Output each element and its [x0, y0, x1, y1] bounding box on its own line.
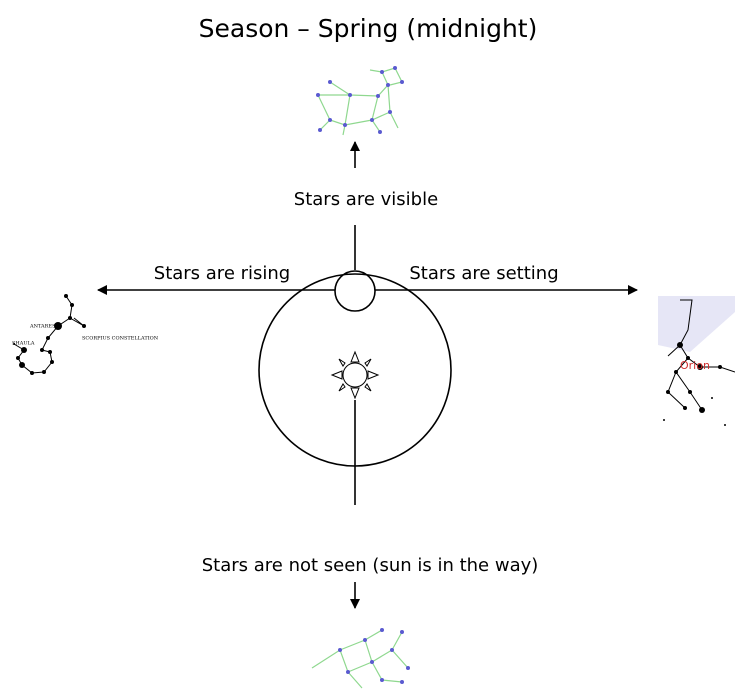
sun-part — [343, 363, 367, 387]
constellation-bottom-part-part — [400, 630, 404, 634]
constellation-bottom-part-part — [380, 628, 384, 632]
sun-part — [332, 352, 378, 398]
constellation-orion-part-part — [663, 419, 665, 421]
constellation-name: Orion — [680, 359, 710, 372]
constellation-scorpius-part-part — [48, 350, 52, 354]
constellation-top-part-part — [393, 66, 397, 70]
constellation-scorpius-part-part — [16, 356, 20, 360]
constellation-scorpius-part-part — [70, 303, 74, 307]
constellation-scorpius-part-part — [21, 347, 27, 353]
constellation-top-part-part — [376, 94, 380, 98]
constellation-scorpius-part-part — [64, 294, 68, 298]
constellation-top-part-part — [316, 93, 320, 97]
label-left: Stars are rising — [154, 263, 290, 284]
constellation-top-part-part — [328, 118, 332, 122]
constellation-orion-part — [658, 296, 735, 352]
constellation-top-part-part — [378, 130, 382, 134]
constellation-bottom-part-part — [400, 680, 404, 684]
constellation-bottom-part-part — [406, 666, 410, 670]
constellation-orion-part-part — [688, 390, 692, 394]
constellation-bottom-part-part — [380, 678, 384, 682]
constellation-scorpius-part-part — [82, 324, 86, 328]
constellation-scorpius-part-part — [40, 348, 44, 352]
constellation-scorpius-part-part — [42, 370, 46, 374]
constellation-orion-part — [663, 342, 726, 426]
diagram: Season – Spring (midnight) Stars are vis… — [0, 0, 735, 692]
sun — [332, 352, 378, 398]
constellation-orion-part-part — [711, 397, 713, 399]
constellation-scorpius-part-part — [19, 362, 25, 368]
constellation-orion-part-part — [718, 365, 722, 369]
constellation-scorpius-part — [13, 294, 86, 375]
constellation-scorpius-part-part — [46, 336, 50, 340]
constellation-orion-part-part — [677, 342, 683, 348]
star-label: ANTARES — [29, 324, 56, 330]
constellation-orion-part-part — [699, 407, 705, 413]
constellation-top-part-part — [328, 80, 332, 84]
label-bottom: Stars are not seen (sun is in the way) — [202, 555, 539, 576]
constellation-top-part-part — [348, 93, 352, 97]
constellation-scorpius-part — [14, 296, 84, 373]
constellation-bottom-part-part — [390, 648, 394, 652]
constellation-top-part — [318, 68, 402, 135]
constellation-bottom — [312, 628, 410, 688]
constellation-top — [316, 66, 404, 135]
constellation-bottom-part — [312, 630, 408, 688]
constellation-top-part-part — [400, 80, 404, 84]
constellation-name: SCORPIUS CONSTELLATION — [82, 336, 159, 342]
constellation-orion-part-part — [724, 424, 726, 426]
constellation-top-part-part — [343, 123, 347, 127]
constellation-top-part-part — [380, 70, 384, 74]
constellation-scorpius-part-part — [50, 360, 54, 364]
title: Season – Spring (midnight) — [199, 14, 538, 43]
constellation-bottom-part-part — [370, 660, 374, 664]
label-top: Stars are visible — [294, 189, 438, 210]
constellation-orion-part-part — [666, 390, 670, 394]
constellation-bottom-part-part — [338, 648, 342, 652]
constellation-scorpius-part-part — [30, 371, 34, 375]
constellation-top-part-part — [318, 128, 322, 132]
constellation-top-part — [316, 66, 404, 134]
label-right: Stars are setting — [409, 263, 558, 284]
star-label: SHAULA — [12, 341, 35, 347]
constellation-orion: Orion — [658, 296, 735, 426]
constellation-top-part-part — [388, 110, 392, 114]
constellation-top-part-part — [370, 118, 374, 122]
constellation-top-part-part — [386, 83, 390, 87]
constellation-orion-part-part — [683, 406, 687, 410]
constellation-orion-part-part — [674, 370, 678, 374]
constellation-scorpius: ANTARES SHAULA SCORPIUS CONSTELLATION — [12, 294, 159, 375]
constellation-bottom-part-part — [363, 638, 367, 642]
constellation-bottom-part-part — [346, 670, 350, 674]
earth — [335, 271, 375, 311]
constellation-scorpius-part-part — [68, 316, 72, 320]
